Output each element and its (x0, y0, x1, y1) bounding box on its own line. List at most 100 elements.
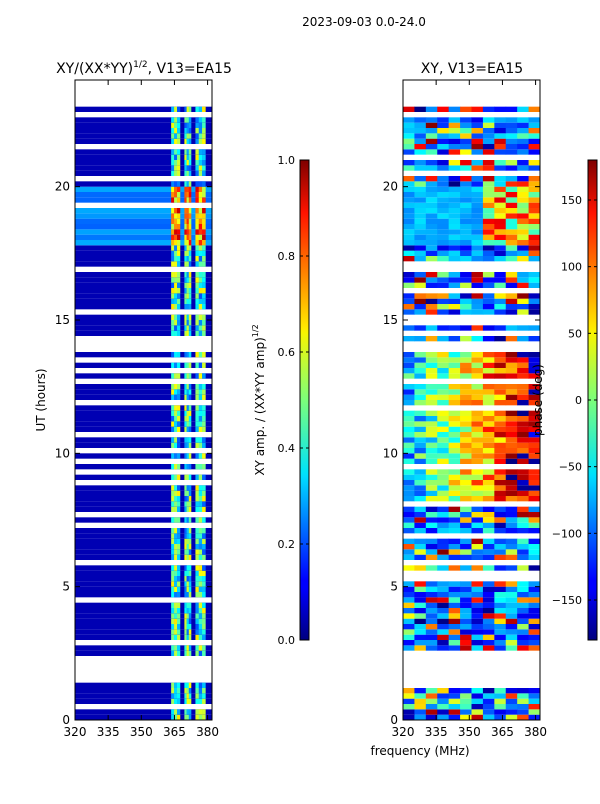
heatmap-cell (528, 469, 540, 475)
heatmap-cell (198, 325, 203, 331)
heatmap-cell (482, 245, 495, 251)
heatmap-cell (414, 634, 427, 640)
heatmap-cell (528, 432, 540, 438)
heatmap-cell (482, 608, 495, 614)
heatmap-cell (174, 682, 178, 688)
heatmap-cell (414, 117, 427, 123)
heatmap-cell (171, 629, 175, 635)
heatmap-cell (414, 709, 427, 715)
heatmap-cell (414, 693, 427, 699)
heatmap-cell (482, 634, 495, 640)
heatmap-cell (188, 693, 192, 699)
heatmap-cell (437, 229, 450, 235)
heatmap-cell (188, 528, 192, 534)
heatmap-cell (195, 288, 200, 294)
heatmap-cell (437, 410, 450, 416)
heatmap-cell (437, 256, 450, 262)
heatmap-cell (198, 570, 203, 576)
heatmap-cell (425, 298, 438, 304)
heatmap-cell (425, 165, 438, 171)
heatmap-row (75, 453, 212, 459)
heatmap-cell (198, 581, 203, 587)
heatmap-cell (471, 485, 484, 491)
heatmap-cell (437, 234, 450, 240)
heatmap-cell (177, 586, 181, 592)
heatmap-cell (414, 522, 427, 528)
heatmap-cell (188, 554, 192, 560)
heatmap-cell (460, 149, 472, 155)
heatmap-cell (195, 544, 200, 550)
heatmap-cell (202, 362, 206, 368)
heatmap-cell (494, 528, 507, 534)
heatmap-cell (425, 325, 438, 331)
heatmap-cell (494, 133, 507, 139)
heatmap-cell (471, 325, 484, 331)
heatmap-cell (184, 554, 187, 560)
heatmap-cell (437, 688, 450, 694)
heatmap-cell (174, 282, 178, 288)
heatmap-cell (448, 138, 461, 144)
heatmap-cell (425, 144, 438, 150)
heatmap-cell (186, 373, 190, 379)
heatmap-cell (414, 496, 427, 502)
heatmap-cell (528, 629, 540, 635)
heatmap-cell (195, 602, 200, 608)
heatmap-cell (403, 522, 415, 528)
heatmap-cell (184, 634, 187, 640)
heatmap-cell (195, 160, 200, 166)
heatmap-cell (195, 538, 200, 544)
heatmap-cell (186, 501, 190, 507)
heatmap-row (75, 544, 212, 550)
heatmap-cell (482, 122, 495, 128)
heatmap-cell (517, 512, 529, 518)
heatmap-cell (174, 576, 178, 582)
heatmap-cell (437, 394, 450, 400)
heatmap-cell (174, 213, 178, 219)
heatmap-cell (414, 549, 427, 555)
heatmap-cell (460, 698, 472, 704)
heatmap-cell (505, 586, 518, 592)
heatmap-cell (202, 218, 206, 224)
heatmap-cell (517, 234, 529, 240)
heatmap-cell (403, 624, 415, 630)
heatmap-cell (460, 645, 472, 651)
heatmap-cell (184, 186, 187, 192)
heatmap-cell (482, 490, 495, 496)
heatmap-cell (482, 496, 495, 502)
heatmap-cell (471, 416, 484, 422)
heatmap-cell (505, 512, 518, 518)
heatmap-cell (425, 554, 438, 560)
heatmap-cell (186, 565, 190, 571)
heatmap-cell (494, 362, 507, 368)
heatmap-cell (174, 352, 178, 358)
heatmap-cell (198, 192, 203, 198)
heatmap-cell (460, 394, 472, 400)
heatmap-cell (184, 197, 187, 203)
heatmap-cell (505, 581, 518, 587)
heatmap-cell (448, 197, 461, 203)
heatmap-cell (494, 272, 507, 278)
heatmap-cell (177, 576, 181, 582)
heatmap-cell (517, 245, 529, 251)
colorbar-tick-label: 0.6 (278, 346, 296, 359)
heatmap-cell (414, 416, 427, 422)
heatmap-cell (186, 496, 190, 502)
heatmap-cell (188, 613, 192, 619)
heatmap-cell (202, 138, 206, 144)
heatmap-cell (425, 224, 438, 230)
heatmap-cell (425, 602, 438, 608)
colorbar-tick-label: −100 (552, 527, 582, 540)
heatmap-cell (517, 282, 529, 288)
heatmap-cell (517, 192, 529, 198)
heatmap-cell (460, 309, 472, 315)
heatmap-cell (425, 618, 438, 624)
heatmap-cell (425, 362, 438, 368)
heatmap-row (75, 592, 212, 598)
heatmap-cell (471, 160, 484, 166)
colorbar-tick-label: 50 (568, 327, 582, 340)
heatmap-cell (425, 581, 438, 587)
heatmap-cell (171, 117, 175, 123)
heatmap-cell (528, 298, 540, 304)
heatmap-cell (448, 410, 461, 416)
phase-panel-title: XY, V13=EA15 (421, 61, 523, 77)
